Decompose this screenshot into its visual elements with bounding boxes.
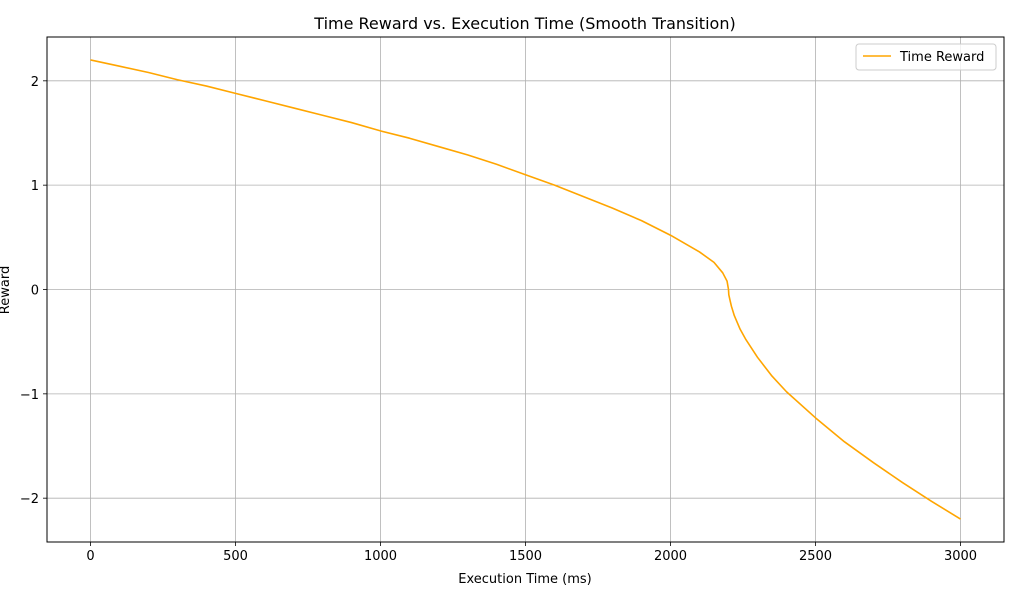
series-layer xyxy=(90,59,961,520)
x-axis-label: Execution Time (ms) xyxy=(458,572,591,587)
x-tick-label: 2500 xyxy=(799,549,832,564)
y-tick-label: 2 xyxy=(31,75,39,90)
x-tick-label: 2000 xyxy=(654,549,687,564)
y-tick-label: 0 xyxy=(31,284,39,299)
grid xyxy=(47,37,1004,542)
y-axis-label: Reward xyxy=(0,266,13,314)
ticks: 0 500 1000 1500 2000 2500 3000 2 1 0 −1 −2 xyxy=(20,75,977,564)
y-tick-label: −2 xyxy=(20,492,39,507)
chart-title: Time Reward vs. Execution Time (Smooth T… xyxy=(313,14,735,33)
legend-box xyxy=(855,43,997,71)
x-tick-label: 1000 xyxy=(364,549,397,564)
x-tick-label: 1500 xyxy=(509,549,542,564)
x-tick-label: 3000 xyxy=(944,549,977,564)
legend: Time Reward xyxy=(855,43,997,71)
y-tick-label: 1 xyxy=(31,179,39,194)
legend-label: Time Reward xyxy=(899,50,984,65)
x-tick-label: 500 xyxy=(223,549,248,564)
x-tick-label: 0 xyxy=(86,549,94,564)
series-line-time-reward xyxy=(90,59,961,520)
y-tick-label: −1 xyxy=(20,388,39,403)
